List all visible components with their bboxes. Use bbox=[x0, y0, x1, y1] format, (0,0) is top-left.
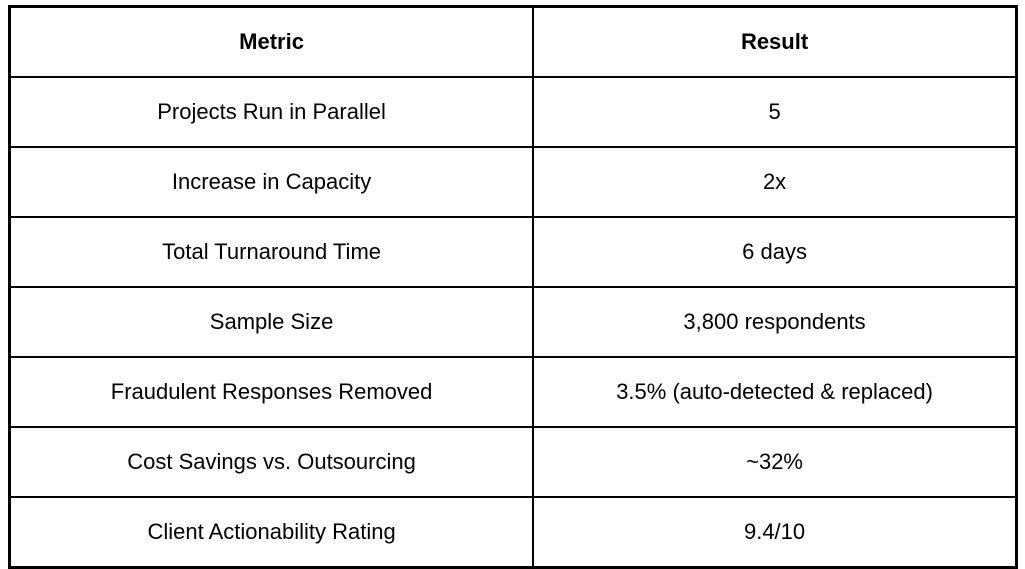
table-row: Fraudulent Responses Removed 3.5% (auto-… bbox=[8, 356, 1018, 428]
result-cell: 2x bbox=[532, 146, 1018, 218]
table-header-row: Metric Result bbox=[8, 5, 1018, 78]
table-row: Cost Savings vs. Outsourcing ~32% bbox=[8, 426, 1018, 498]
column-header-metric: Metric bbox=[8, 5, 535, 78]
metric-cell: Total Turnaround Time bbox=[8, 216, 535, 288]
table-row: Increase in Capacity 2x bbox=[8, 146, 1018, 218]
column-header-result: Result bbox=[532, 5, 1018, 78]
table-row: Sample Size 3,800 respondents bbox=[8, 286, 1018, 358]
result-cell: 3.5% (auto-detected & replaced) bbox=[532, 356, 1018, 428]
result-cell: 6 days bbox=[532, 216, 1018, 288]
result-cell: 9.4/10 bbox=[532, 496, 1018, 569]
metric-cell: Sample Size bbox=[8, 286, 535, 358]
metric-cell: Fraudulent Responses Removed bbox=[8, 356, 535, 428]
table-row: Client Actionability Rating 9.4/10 bbox=[8, 496, 1018, 569]
metrics-table: Metric Result Projects Run in Parallel 5… bbox=[8, 5, 1018, 569]
result-cell: 5 bbox=[532, 76, 1018, 148]
metric-cell: Projects Run in Parallel bbox=[8, 76, 535, 148]
metric-cell: Cost Savings vs. Outsourcing bbox=[8, 426, 535, 498]
result-cell: ~32% bbox=[532, 426, 1018, 498]
metric-cell: Client Actionability Rating bbox=[8, 496, 535, 569]
table-row: Total Turnaround Time 6 days bbox=[8, 216, 1018, 288]
result-cell: 3,800 respondents bbox=[532, 286, 1018, 358]
metric-cell: Increase in Capacity bbox=[8, 146, 535, 218]
table-row: Projects Run in Parallel 5 bbox=[8, 76, 1018, 148]
